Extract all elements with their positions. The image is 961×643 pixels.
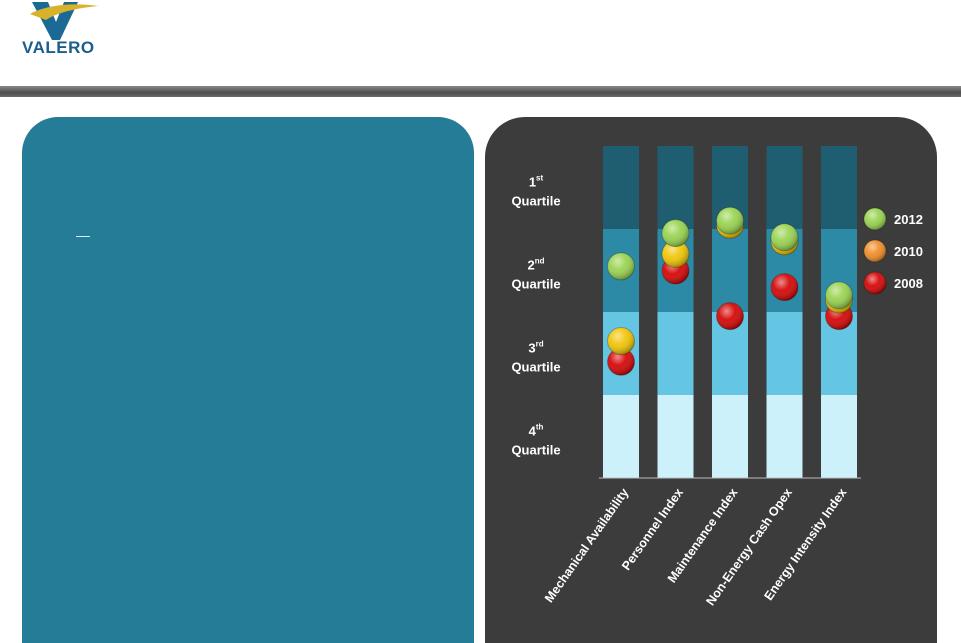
quartile-word-label: Quartile xyxy=(511,443,560,458)
data-point-shine xyxy=(771,223,798,251)
quartile-band xyxy=(657,146,694,229)
quartile-band xyxy=(603,146,639,229)
data-point-shine xyxy=(771,273,798,301)
quartile-band xyxy=(766,312,803,395)
bullet-dash xyxy=(76,236,90,237)
quartile-rank-label: 3rd xyxy=(528,340,543,356)
legend-label: 2012 xyxy=(894,212,923,227)
quartile-band xyxy=(657,395,694,478)
quartile-band xyxy=(603,395,639,478)
quartile-word-label: Quartile xyxy=(511,194,560,209)
data-point-shine xyxy=(607,348,635,376)
data-point-shine xyxy=(825,281,853,309)
data-point-shine xyxy=(607,327,635,355)
chart-panel xyxy=(485,117,937,643)
valero-logo-text: VALERO xyxy=(22,38,95,57)
quartile-band xyxy=(821,395,857,478)
quartile-band xyxy=(766,146,803,229)
legend-label: 2008 xyxy=(894,276,923,291)
legend-label: 2010 xyxy=(894,244,923,259)
legend-marker-shine xyxy=(864,208,886,230)
quartile-band xyxy=(712,229,748,312)
left-text-panel xyxy=(22,117,474,643)
category-label: Mechanical Availability xyxy=(542,486,631,605)
quartile-rank-label: 4th xyxy=(529,423,544,439)
data-point-shine xyxy=(716,207,744,235)
valero-v-logo-icon xyxy=(30,2,98,40)
quartile-rank-label: 1st xyxy=(529,174,544,190)
quartile-band xyxy=(712,395,748,478)
data-point-shine xyxy=(607,252,635,280)
data-point-shine xyxy=(716,302,744,330)
quartile-rank-label: 2nd xyxy=(527,257,544,273)
quartile-band xyxy=(766,395,803,478)
data-point-shine xyxy=(662,219,689,247)
legend-marker-shine xyxy=(864,240,886,262)
quartile-band xyxy=(657,312,694,395)
data-point-shine xyxy=(662,240,689,268)
quartile-word-label: Quartile xyxy=(511,277,560,292)
quartile-word-label: Quartile xyxy=(511,360,560,375)
legend-marker-shine xyxy=(864,272,886,294)
header-divider-bar xyxy=(0,86,961,97)
quartile-band xyxy=(821,146,857,229)
